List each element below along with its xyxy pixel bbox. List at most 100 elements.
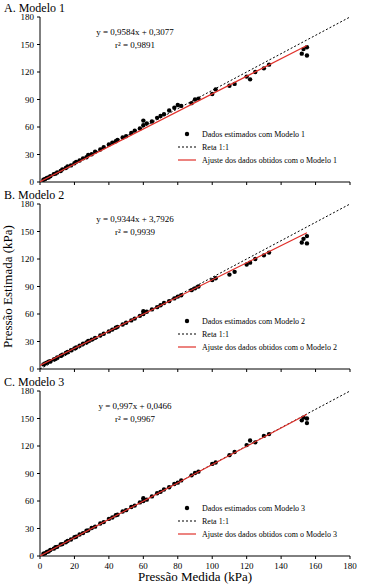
plot-area	[40, 17, 350, 182]
legend-swatch	[178, 333, 196, 334]
annotation: r² = 0,9939	[115, 227, 156, 237]
x-tick	[74, 182, 75, 185]
data-point	[172, 106, 176, 110]
legend-label: Dados estimados com Modelo 2	[202, 317, 305, 326]
y-tick-label: 180	[21, 386, 35, 396]
x-tick	[177, 182, 178, 185]
legend-label: Ajuste dos dados obtidos com o Modelo 3	[202, 530, 337, 539]
annotation: r² = 0,9891	[115, 40, 155, 50]
y-tick-label: 30	[25, 150, 35, 160]
x-tick	[177, 369, 178, 372]
y-tick	[37, 17, 40, 18]
y-tick-label: 60	[25, 309, 35, 319]
series-line	[40, 17, 350, 182]
panel-title: B. Modelo 2	[4, 188, 64, 202]
y-tick-label: 90	[25, 282, 35, 292]
x-tick-label: 180	[343, 561, 357, 571]
y-tick-label: 30	[25, 524, 35, 534]
data-point	[232, 270, 236, 274]
legend: Dados estimados com Modelo 2 Reta 1:1 Ajus…	[178, 317, 337, 352]
y-tick-label: 120	[21, 67, 35, 77]
panel-title: C. Modelo 3	[4, 375, 64, 389]
x-tick	[143, 182, 144, 185]
data-point	[305, 416, 309, 420]
x-axis	[40, 182, 350, 183]
panel: B. Modelo 2 0 30 60 90 120 150 180 y = 0,9344x +…	[4, 188, 350, 374]
data-point	[305, 421, 309, 425]
y-tick-label: 180	[21, 12, 35, 22]
legend-label: Reta 1:1	[202, 143, 229, 152]
x-tick	[315, 182, 316, 185]
legend-swatch	[185, 132, 189, 136]
y-tick-label: 120	[21, 254, 35, 264]
legend-swatch	[185, 506, 189, 510]
plot-area	[40, 204, 350, 369]
y-tick-label: 150	[21, 40, 35, 50]
data-point	[248, 438, 252, 442]
y-tick	[37, 231, 40, 232]
y-tick-label: 60	[25, 496, 35, 506]
x-tick	[246, 556, 247, 559]
x-tick-label: 160	[309, 561, 323, 571]
x-tick	[350, 556, 351, 559]
x-tick	[212, 556, 213, 559]
x-tick	[40, 182, 41, 185]
x-tick	[108, 369, 109, 372]
x-tick	[40, 369, 41, 372]
legend-label: Dados estimados com Modelo 1	[202, 130, 305, 139]
y-tick-label: 0	[30, 551, 35, 561]
x-axis	[40, 556, 350, 557]
x-tick	[177, 556, 178, 559]
y-tick	[37, 99, 40, 100]
x-tick	[281, 182, 282, 185]
x-tick	[315, 556, 316, 559]
legend: Dados estimados com Modelo 1Reta 1:1Ajus…	[178, 130, 337, 165]
y-tick	[37, 528, 40, 529]
x-tick	[281, 369, 282, 372]
x-tick	[143, 556, 144, 559]
legend-swatch	[178, 533, 196, 534]
y-tick	[37, 44, 40, 45]
y-tick-label: 150	[21, 414, 35, 424]
y-tick	[37, 127, 40, 128]
annotation: r² = 0,9967	[115, 414, 156, 424]
x-tick	[350, 182, 351, 185]
y-axis-label: Pressão Estimada (kPa)	[0, 225, 15, 348]
legend-swatch	[178, 146, 196, 147]
data-point	[301, 237, 305, 241]
x-tick-label: 40	[104, 561, 114, 571]
panel: C. Modelo 303060901201501800204060801001…	[4, 375, 357, 571]
y-tick-label: 0	[30, 177, 35, 187]
annotation: y = 0,9344x + 3,7926	[96, 214, 174, 224]
panel: A. Modelo 10306090120150180y = 0,9584x +…	[4, 1, 350, 187]
y-tick	[37, 473, 40, 474]
y-tick	[37, 341, 40, 342]
x-tick	[74, 369, 75, 372]
panel-title: A. Modelo 1	[4, 1, 65, 15]
y-tick-label: 180	[21, 199, 35, 209]
x-tick	[246, 182, 247, 185]
y-tick	[37, 204, 40, 205]
y-tick-label: 30	[25, 337, 35, 347]
annotation: y = 0,997x + 0,0466	[98, 401, 172, 411]
data-point	[305, 234, 309, 238]
x-tick	[74, 556, 75, 559]
y-tick	[37, 154, 40, 155]
x-tick	[315, 369, 316, 372]
y-tick-label: 150	[21, 227, 35, 237]
y-tick-label: 120	[21, 441, 35, 451]
x-tick-label: 0	[38, 561, 43, 571]
x-tick	[281, 556, 282, 559]
legend-label: Ajuste dos dados obtidos com o Modelo 2	[202, 343, 337, 352]
x-axis	[40, 369, 350, 370]
x-tick	[212, 182, 213, 185]
x-tick-label: 140	[274, 561, 288, 571]
y-tick	[37, 72, 40, 73]
x-tick	[212, 369, 213, 372]
legend-label: Reta 1:1	[202, 330, 229, 339]
legend-swatch	[178, 346, 196, 347]
y-tick	[37, 391, 40, 392]
y-tick-label: 90	[25, 95, 35, 105]
y-tick-label: 90	[25, 469, 35, 479]
y-tick-label: 0	[30, 364, 35, 374]
